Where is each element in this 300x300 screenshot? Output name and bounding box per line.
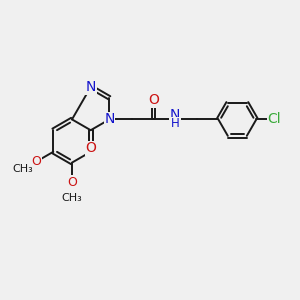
Text: N: N xyxy=(170,108,180,122)
Text: O: O xyxy=(148,93,159,107)
Text: N: N xyxy=(104,112,115,126)
Text: CH₃: CH₃ xyxy=(61,193,82,203)
Text: O: O xyxy=(85,141,96,155)
Text: H: H xyxy=(171,117,179,130)
Text: CH₃: CH₃ xyxy=(13,164,33,174)
Text: Cl: Cl xyxy=(268,112,281,126)
Text: N: N xyxy=(85,80,96,94)
Text: O: O xyxy=(32,155,41,168)
Text: O: O xyxy=(67,176,77,189)
